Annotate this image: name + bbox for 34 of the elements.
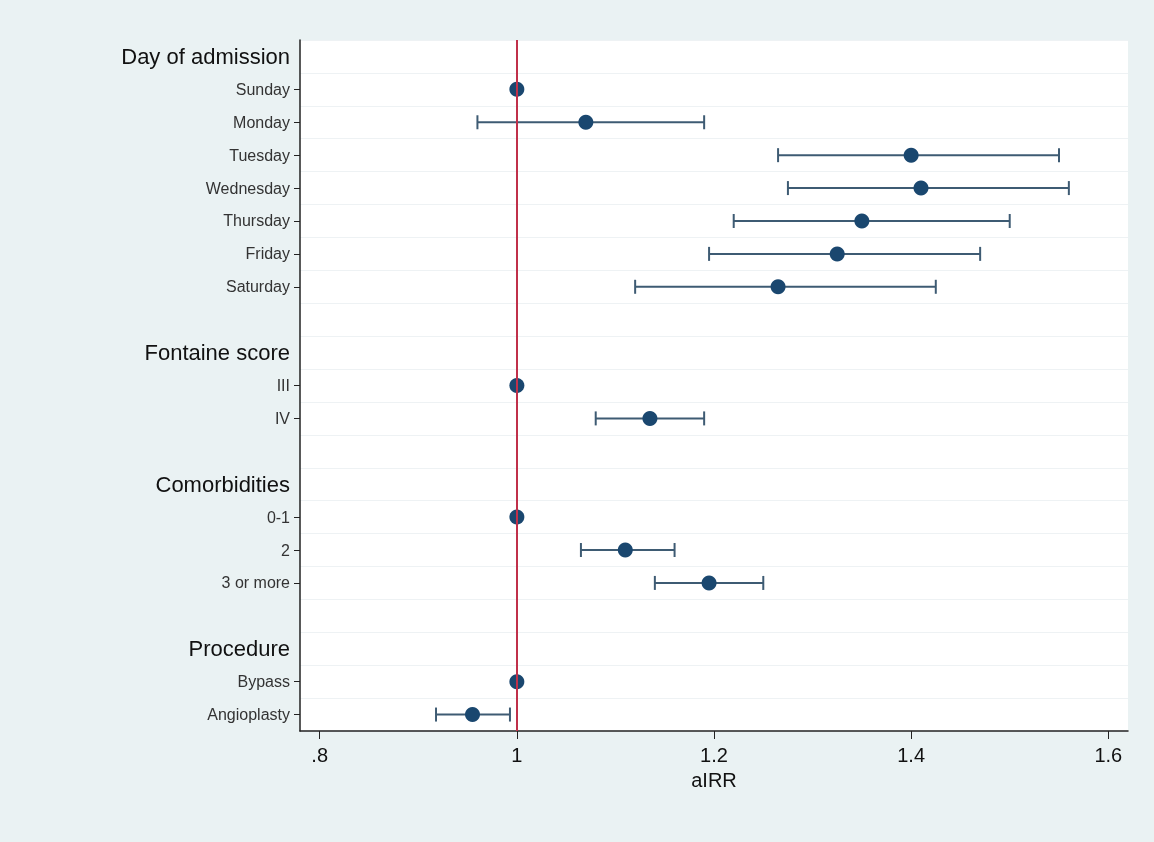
point	[770, 279, 786, 295]
x-tick-label: 1	[511, 744, 523, 766]
y-tick-label: Angioplasty	[207, 706, 290, 724]
point	[701, 575, 717, 591]
y-tick-label: 2	[281, 541, 291, 559]
y-tick-label: III	[276, 377, 290, 394]
point	[465, 707, 480, 723]
y-tick-label: Day of admission	[121, 43, 290, 69]
y-tick-label: 0-1	[266, 508, 291, 526]
x-tick-label: 1.6	[1094, 744, 1123, 766]
y-tick-label: Procedure	[188, 636, 290, 662]
point	[617, 542, 633, 558]
point	[854, 213, 870, 229]
y-tick-label: Comorbidities	[155, 471, 290, 497]
y-tick-label: Wednesday	[205, 179, 290, 197]
y-tick-label: Saturday	[225, 278, 290, 296]
y-tick-label: IV	[274, 409, 291, 427]
y-tick-label: Bypass	[237, 673, 290, 691]
point	[903, 147, 919, 163]
y-tick-label: Tuesday	[229, 146, 290, 164]
x-tick-label: 1.2	[700, 744, 728, 766]
y-tick-label: Fontaine score	[144, 340, 290, 366]
point	[913, 180, 929, 196]
y-tick-label: Thursday	[223, 212, 290, 230]
x-tick-label: 1.4	[897, 744, 926, 766]
point	[642, 410, 658, 426]
y-tick-label: Friday	[245, 245, 290, 263]
x-tick-label: .8	[311, 744, 329, 766]
y-tick-label: Monday	[233, 113, 290, 131]
y-tick-label: Sunday	[235, 80, 290, 98]
x-axis-title: aIRR	[691, 768, 737, 791]
y-tick-label: 3 or more	[221, 574, 291, 592]
point	[578, 114, 594, 130]
point	[829, 246, 845, 262]
